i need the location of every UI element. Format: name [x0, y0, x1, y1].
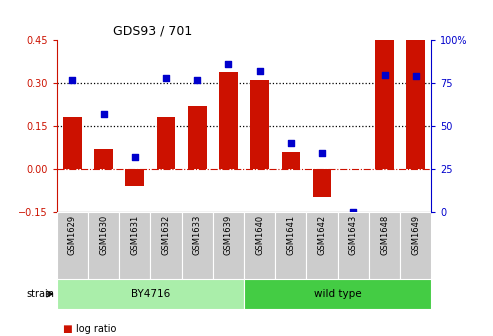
- Point: [350, 209, 357, 214]
- Text: GDS93 / 701: GDS93 / 701: [113, 25, 192, 38]
- Text: strain: strain: [26, 289, 54, 299]
- Point: [256, 69, 264, 74]
- Bar: [369, 212, 400, 279]
- Point: [381, 72, 388, 77]
- Bar: [338, 212, 369, 279]
- Point: [69, 77, 76, 82]
- Bar: [188, 106, 207, 169]
- Text: GSM1631: GSM1631: [130, 215, 139, 255]
- Bar: [94, 149, 113, 169]
- Bar: [88, 212, 119, 279]
- Text: wild type: wild type: [314, 289, 361, 299]
- Bar: [57, 212, 88, 279]
- Bar: [219, 72, 238, 169]
- Text: GSM1632: GSM1632: [162, 215, 171, 255]
- Point: [193, 77, 201, 82]
- Bar: [250, 80, 269, 169]
- Text: GSM1648: GSM1648: [380, 215, 389, 255]
- Text: GSM1639: GSM1639: [224, 215, 233, 255]
- Point: [287, 140, 295, 146]
- Text: GSM1649: GSM1649: [411, 215, 420, 255]
- Text: GSM1641: GSM1641: [286, 215, 295, 255]
- Bar: [150, 212, 181, 279]
- Bar: [63, 118, 82, 169]
- Text: GSM1633: GSM1633: [193, 215, 202, 255]
- Point: [412, 74, 420, 79]
- Bar: [157, 118, 176, 169]
- Bar: [125, 169, 144, 186]
- Text: GSM1629: GSM1629: [68, 215, 77, 255]
- Bar: [244, 212, 275, 279]
- Bar: [313, 169, 331, 198]
- Point: [224, 61, 232, 67]
- Bar: [119, 212, 150, 279]
- Point: [100, 111, 107, 117]
- Bar: [406, 40, 425, 169]
- Point: [318, 151, 326, 156]
- Bar: [244, 279, 431, 309]
- Bar: [213, 212, 244, 279]
- Bar: [275, 212, 307, 279]
- Bar: [181, 212, 213, 279]
- Text: GSM1640: GSM1640: [255, 215, 264, 255]
- Point: [162, 75, 170, 81]
- Text: GSM1642: GSM1642: [317, 215, 326, 255]
- Bar: [400, 212, 431, 279]
- Bar: [375, 40, 394, 169]
- Text: log ratio: log ratio: [76, 324, 117, 334]
- Text: ■: ■: [62, 324, 71, 334]
- Bar: [57, 279, 244, 309]
- Text: GSM1643: GSM1643: [349, 215, 358, 255]
- Text: GSM1630: GSM1630: [99, 215, 108, 255]
- Bar: [282, 152, 300, 169]
- Point: [131, 154, 139, 160]
- Bar: [307, 212, 338, 279]
- Text: BY4716: BY4716: [131, 289, 170, 299]
